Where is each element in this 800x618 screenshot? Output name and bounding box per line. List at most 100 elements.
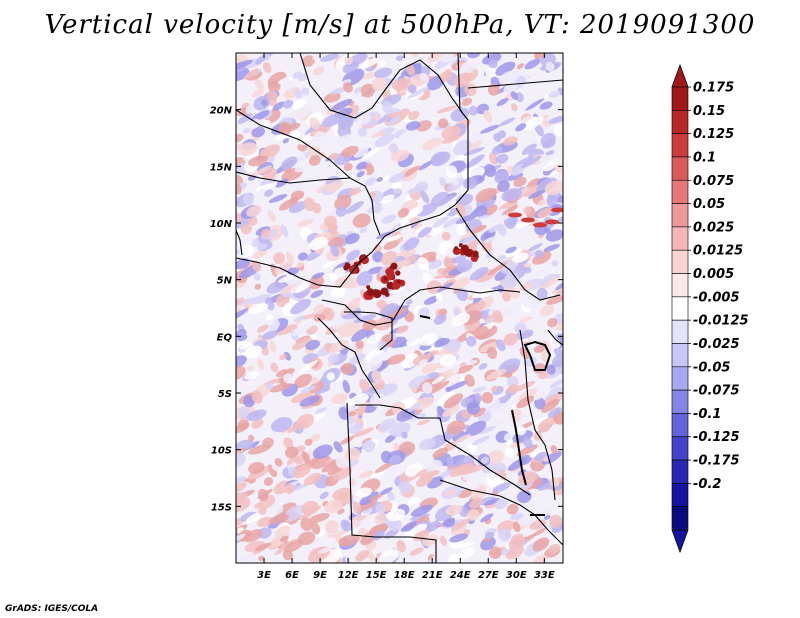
field-blob	[493, 133, 502, 142]
field-blob	[481, 391, 494, 404]
map-plot-area	[236, 53, 563, 563]
field-blob	[462, 97, 473, 107]
field-blob	[362, 439, 376, 453]
field-blob	[507, 457, 528, 471]
colorbar-label: 0.0125	[693, 244, 743, 259]
field-blob	[252, 410, 260, 417]
field-blob	[240, 223, 252, 235]
field-blob	[295, 413, 315, 429]
field-blob	[439, 535, 447, 546]
field-blob	[450, 313, 471, 327]
field-blob	[467, 347, 479, 357]
field-blob	[319, 133, 331, 144]
field-blob	[425, 459, 443, 473]
field-cell	[472, 250, 479, 257]
field-blob	[487, 262, 508, 276]
field-blob	[275, 178, 289, 188]
field-blob	[283, 539, 305, 553]
field-blob	[266, 280, 286, 294]
field-blob	[441, 231, 451, 241]
field-blob	[359, 491, 379, 506]
field-blob	[455, 364, 474, 374]
field-blob	[257, 488, 273, 500]
field-blob	[344, 447, 361, 463]
field-blob	[328, 152, 339, 161]
field-blob	[248, 155, 268, 167]
field-blob	[552, 354, 563, 368]
lake-outline	[511, 409, 527, 486]
field-blob	[539, 101, 553, 110]
field-blob	[547, 318, 558, 328]
field-blob	[437, 268, 445, 274]
field-blob	[313, 304, 326, 315]
field-blob	[395, 55, 404, 61]
field-blob	[251, 293, 272, 305]
field-blob	[258, 243, 268, 250]
field-blob	[513, 176, 527, 188]
field-blob	[529, 449, 545, 458]
y-tick-label: 20N	[210, 106, 233, 117]
field-blob	[359, 378, 370, 392]
field-blob	[455, 203, 466, 218]
field-blob	[308, 513, 330, 523]
field-blob	[236, 452, 246, 467]
field-blob	[489, 546, 502, 559]
field-blob	[405, 270, 418, 280]
field-blob	[404, 206, 424, 220]
field-blob	[236, 482, 247, 494]
field-blob	[439, 354, 457, 367]
field-blob	[526, 219, 540, 227]
x-tick-label: 6E	[285, 570, 299, 581]
field-blob	[356, 271, 373, 286]
field-blob	[456, 288, 469, 302]
field-blob	[503, 332, 518, 346]
field-blob	[504, 272, 520, 287]
field-blob	[439, 70, 453, 82]
field-blob	[348, 411, 357, 417]
field-blob	[436, 349, 451, 356]
field-blob	[511, 252, 529, 263]
field-blob	[483, 164, 496, 178]
field-blob	[535, 249, 544, 259]
colorbar-label: 0.005	[693, 267, 734, 282]
field-blob	[507, 217, 519, 226]
field-blob	[236, 174, 244, 185]
field-blob	[548, 115, 563, 124]
field-blob	[282, 549, 294, 561]
colorbar-swatch	[671, 110, 689, 134]
field-blob	[292, 322, 314, 336]
field-blob	[331, 393, 348, 405]
field-blob	[533, 391, 546, 401]
colorbar-label: -0.0125	[693, 314, 749, 329]
field-blob	[420, 190, 430, 204]
field-blob	[374, 156, 382, 167]
field-blob	[492, 310, 504, 323]
field-blob	[406, 337, 420, 347]
field-blob	[449, 533, 468, 543]
field-blob	[320, 53, 339, 62]
field-blob	[464, 82, 477, 97]
field-cell	[366, 285, 371, 290]
colorbar: 0.175 0.15 0.125 0.1 0.075 0.05 0.025 0.0125 0.0…	[671, 63, 749, 554]
field-blob	[260, 144, 281, 159]
field-blob	[532, 537, 550, 552]
field-blob	[478, 276, 497, 289]
field-blob	[244, 371, 260, 380]
field-blob	[549, 514, 562, 528]
field-blob	[401, 523, 418, 532]
field-blob	[545, 150, 555, 156]
field-blob	[501, 188, 523, 202]
field-blob	[295, 281, 311, 293]
field-blob	[350, 393, 369, 406]
field-cell	[521, 217, 535, 223]
field-blob	[483, 109, 493, 123]
field-blob	[455, 213, 478, 224]
colorbar-swatch	[671, 506, 689, 531]
field-cell	[462, 248, 470, 256]
field-blob	[373, 113, 380, 121]
field-blob	[290, 391, 314, 404]
field-blob	[542, 507, 554, 515]
field-blob	[304, 438, 313, 446]
field-blob	[356, 161, 368, 170]
field-blob	[484, 498, 500, 506]
